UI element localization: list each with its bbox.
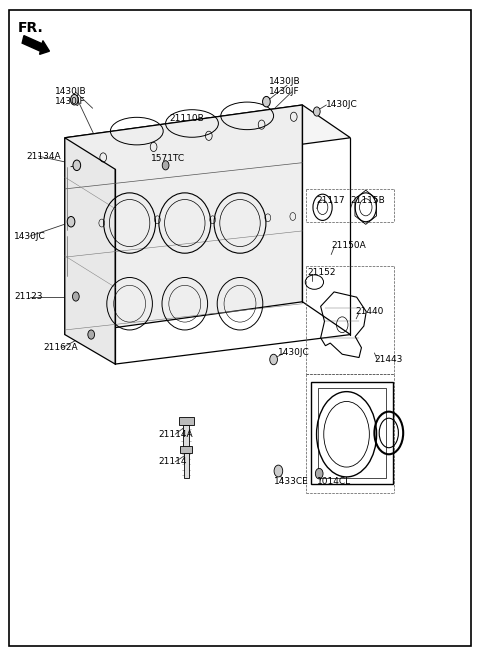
- Circle shape: [313, 107, 320, 116]
- Bar: [180, 446, 192, 453]
- Text: 21134A: 21134A: [26, 152, 61, 161]
- Text: 1430JB
1430JF: 1430JB 1430JF: [269, 77, 300, 96]
- Circle shape: [274, 465, 283, 477]
- Text: 21115B: 21115B: [350, 195, 385, 205]
- Circle shape: [73, 160, 81, 171]
- Text: 1014CL: 1014CL: [317, 477, 351, 486]
- Circle shape: [263, 96, 270, 107]
- FancyArrow shape: [22, 35, 49, 54]
- Text: 21150A: 21150A: [331, 241, 366, 251]
- Bar: [183, 425, 189, 449]
- Text: FR.: FR.: [18, 20, 44, 35]
- Polygon shape: [65, 105, 350, 169]
- Circle shape: [71, 94, 78, 105]
- Bar: [179, 417, 194, 425]
- Text: 1430JC: 1430JC: [326, 100, 358, 110]
- Circle shape: [72, 292, 79, 301]
- Text: 1430JB
1430JF: 1430JB 1430JF: [55, 87, 87, 106]
- Text: 21117: 21117: [317, 195, 346, 205]
- Circle shape: [88, 330, 95, 339]
- Circle shape: [270, 354, 277, 365]
- Polygon shape: [65, 138, 115, 364]
- Text: 21162A: 21162A: [43, 343, 78, 352]
- Text: 21443: 21443: [374, 355, 403, 364]
- Text: 21123: 21123: [14, 292, 43, 301]
- Text: 1430JC: 1430JC: [14, 232, 46, 241]
- Text: 21440: 21440: [355, 307, 384, 316]
- Text: 21110B: 21110B: [170, 113, 204, 123]
- Text: 21114A: 21114A: [158, 430, 193, 439]
- Text: 1571TC: 1571TC: [151, 154, 185, 163]
- Polygon shape: [65, 105, 302, 335]
- Circle shape: [315, 468, 323, 479]
- Bar: [184, 453, 189, 478]
- Text: 21152: 21152: [307, 268, 336, 277]
- Circle shape: [67, 216, 75, 227]
- Text: 1430JC: 1430JC: [278, 348, 310, 358]
- Text: 1433CE: 1433CE: [274, 477, 308, 486]
- Circle shape: [162, 161, 169, 170]
- Text: 21114: 21114: [158, 457, 187, 466]
